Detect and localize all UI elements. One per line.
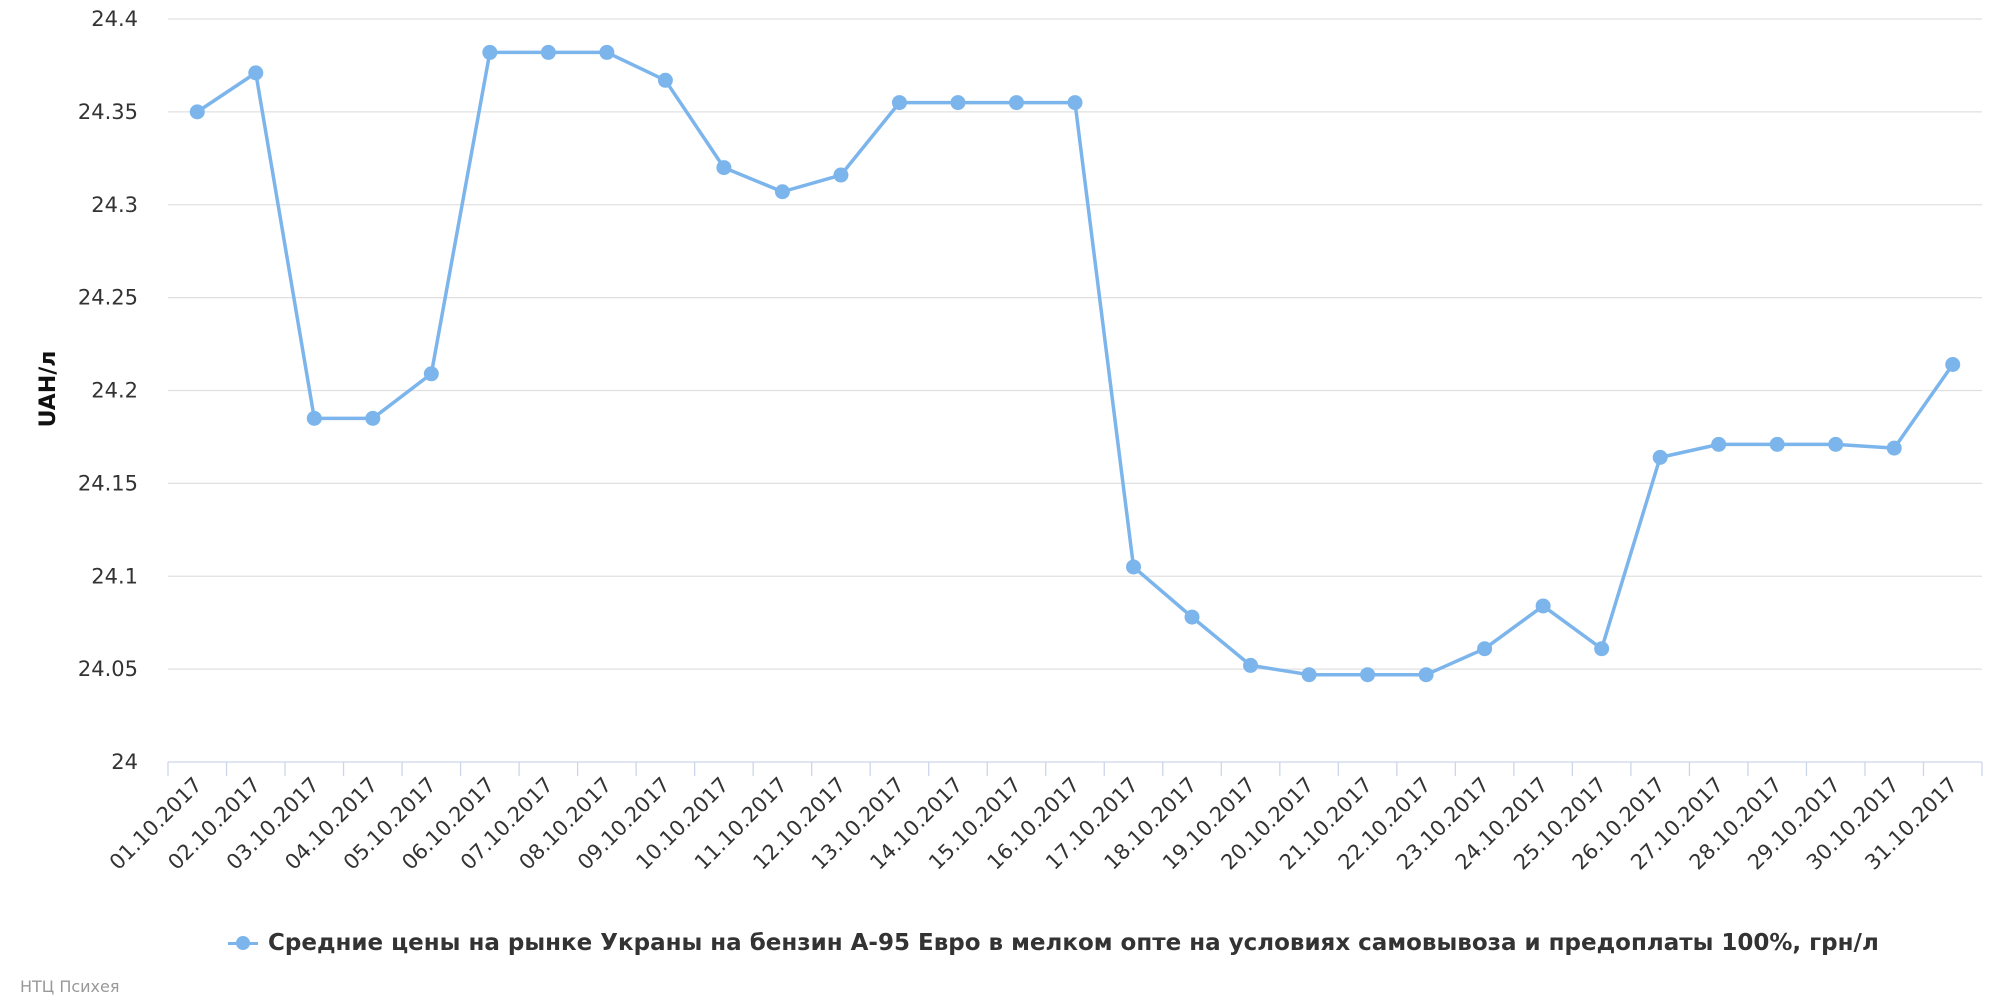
data-point[interactable] (1535, 598, 1551, 614)
data-point[interactable] (248, 65, 264, 81)
data-point[interactable] (423, 366, 439, 382)
data-point[interactable] (1711, 436, 1727, 452)
y-tick-label: 24.05 (78, 657, 138, 681)
legend[interactable]: Средние цены на рынке Украны на бензин А… (228, 925, 1879, 961)
data-point[interactable] (950, 95, 966, 111)
data-point[interactable] (599, 44, 615, 60)
data-point[interactable] (1008, 95, 1024, 111)
series-line (196, 50, 1955, 677)
data-point[interactable] (1828, 436, 1844, 452)
data-point[interactable] (716, 160, 732, 176)
y-tick-label: 24.25 (78, 286, 138, 310)
data-point[interactable] (1184, 609, 1200, 625)
legend-marker-icon (228, 936, 258, 950)
y-axis-label: UAH/л (36, 351, 61, 428)
data-point[interactable] (1360, 667, 1376, 683)
y-axis-ticks: 24 24.05 24.1 24.15 24.2 24.25 24.3 24.35 24.4 (78, 7, 138, 774)
data-point[interactable] (540, 44, 556, 60)
data-point[interactable] (1477, 641, 1493, 657)
y-tick-label: 24 (111, 750, 138, 774)
y-tick-label: 24.2 (91, 379, 138, 403)
x-axis (167, 761, 1983, 776)
credits[interactable]: НТЦ Психея (20, 977, 120, 996)
data-point[interactable] (657, 72, 673, 88)
data-point[interactable] (1301, 667, 1317, 683)
y-tick-label: 24.15 (78, 471, 138, 495)
series-line-group (189, 44, 1961, 683)
data-point[interactable] (1594, 641, 1610, 657)
data-point[interactable] (1769, 436, 1785, 452)
y-tick-label: 24.4 (91, 7, 138, 31)
y-tick-label: 24.35 (78, 100, 138, 124)
data-point[interactable] (189, 104, 205, 120)
gridlines (168, 18, 1982, 670)
data-point[interactable] (1067, 95, 1083, 111)
legend-label: Средние цены на рынке Украны на бензин А… (268, 930, 1879, 956)
data-point[interactable] (1126, 559, 1142, 575)
data-point[interactable] (1886, 440, 1902, 456)
x-axis-ticks: 01.10.201702.10.201703.10.201704.10.2017… (105, 773, 1962, 875)
data-point[interactable] (833, 167, 849, 183)
data-point[interactable] (891, 95, 907, 111)
y-tick-label: 24.3 (91, 193, 138, 217)
data-point[interactable] (1243, 657, 1259, 673)
y-tick-label: 24.1 (91, 564, 138, 588)
data-point[interactable] (1945, 356, 1961, 372)
data-point[interactable] (306, 410, 322, 426)
data-point[interactable] (482, 44, 498, 60)
data-point[interactable] (774, 184, 790, 200)
data-point[interactable] (1418, 667, 1434, 683)
data-point[interactable] (1652, 449, 1668, 465)
data-point[interactable] (365, 410, 381, 426)
